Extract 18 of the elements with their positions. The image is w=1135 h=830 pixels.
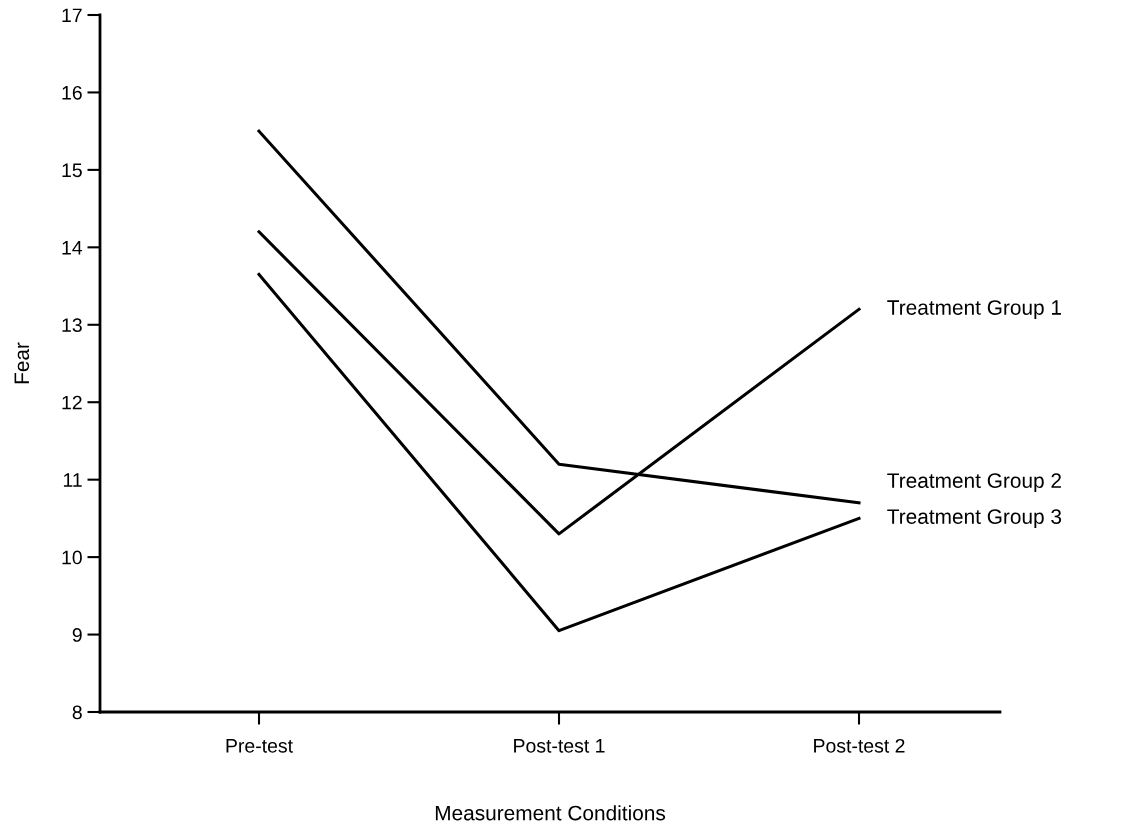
series-label: Treatment Group 2 <box>887 473 1061 493</box>
y-tick-label: 13 <box>62 318 82 333</box>
y-tick-label: 16 <box>62 85 82 100</box>
series-label: Treatment Group 1 <box>887 300 1061 319</box>
y-tick-label: 17 <box>62 8 82 23</box>
y-tick-label: 15 <box>62 163 82 178</box>
y-tick-label: 10 <box>62 550 82 565</box>
series-label: Treatment Group 3 <box>887 509 1062 529</box>
x-axis-title: Measurement Conditions <box>435 805 666 821</box>
y-tick-label: 14 <box>62 241 83 255</box>
y-tick-label: 8 <box>72 705 82 720</box>
y-tick-label: 11 <box>63 473 82 487</box>
x-tick-label: Post-test 1 <box>514 739 605 753</box>
x-tick-label: Pre-test <box>226 739 293 753</box>
x-tick-label: Post-test 2 <box>814 738 905 753</box>
y-tick-label: 9 <box>72 628 82 642</box>
y-axis-title: Fear <box>14 342 30 384</box>
y-tick-label: 12 <box>62 395 82 410</box>
